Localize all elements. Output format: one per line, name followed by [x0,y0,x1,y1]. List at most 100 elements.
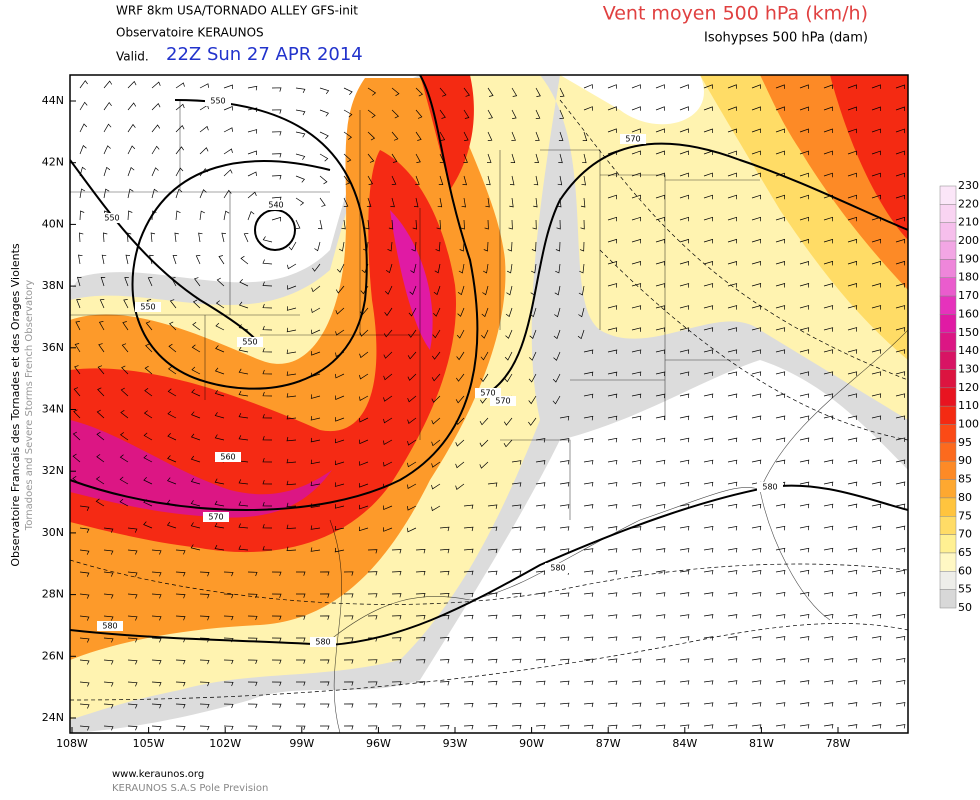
wind-barb [775,128,785,133]
wind-barb [407,461,417,468]
wind-barb [679,349,690,354]
wind-barb [823,216,833,222]
wind-barb [127,167,135,177]
wind-barb [103,659,114,665]
wind-barb [535,570,546,575]
wind-barb [895,591,906,597]
wind-barb [175,637,186,643]
wind-barb [391,593,402,598]
wind-barb [531,241,537,252]
wind-barb [167,410,177,419]
contour-label: 570 [495,397,510,406]
wind-barb [727,503,738,509]
wind-barb [703,680,714,685]
wind-barb [847,591,858,597]
wind-barb [79,80,88,89]
wind-barb [679,437,690,443]
wind-barb [583,724,594,730]
wind-barb [823,415,834,420]
wind-barb [580,219,585,230]
wind-barb [359,373,369,380]
wind-barb [823,283,834,288]
wind-barb [535,460,546,465]
wind-barb [383,505,393,511]
org-line: Observatoire KERAUNOS [116,26,264,40]
wind-barb [271,637,282,643]
wind-barb [775,172,785,178]
wind-barb [463,131,469,141]
wind-barb [607,106,617,111]
wind-barb [535,548,546,553]
wind-barb [655,636,666,641]
map-fields [70,75,908,733]
wind-barb [679,481,690,487]
colorbar-label: 80 [958,491,972,504]
wind-barb [895,635,906,641]
wind-barb [727,349,738,354]
wind-barb [359,504,369,510]
wind-barb [581,175,586,186]
wind-barb [407,483,417,489]
wind-barb [847,194,857,200]
wind-barb [775,327,786,332]
wind-barb [415,175,420,185]
wind-barb [103,571,114,577]
wind-barb [751,84,761,89]
wind-barb [631,150,641,156]
wind-barb [511,570,522,575]
wind-barb [439,703,450,708]
wind-barb [463,87,470,97]
wind-barb [190,433,201,441]
contour-label: 570 [625,135,640,144]
wind-barb [216,277,225,287]
wind-barb [607,636,618,641]
wind-barb [607,437,618,443]
wind-barb [559,636,570,641]
wind-barb [463,592,474,598]
wind-barb [799,84,809,89]
lon-label: 81W [749,737,774,750]
wind-barb [247,703,258,709]
lon-label: 108W [56,737,88,750]
wind-barb [508,219,513,230]
wind-barb [871,393,882,398]
wind-barb [122,321,129,331]
wind-barb [799,613,810,619]
wind-barb [79,101,88,111]
wind-barb [175,188,183,199]
wind-barb [214,500,225,507]
wind-barb [679,614,690,619]
wind-barb [431,461,441,468]
wind-barb [262,501,273,507]
wind-barb [535,504,546,509]
wind-barb [367,593,378,598]
wind-barb [703,238,713,244]
wind-barb [895,547,906,553]
wind-barb [311,351,321,356]
wind-barb [439,526,450,532]
wind-barb [703,283,714,288]
wind-barb [175,725,186,731]
wind-barb [871,260,881,266]
wind-barb [415,703,426,708]
wind-barb [535,482,546,487]
wind-barb [334,547,345,553]
wind-barb [751,150,761,156]
wind-barb [607,84,617,89]
colorbar-bin [939,442,957,462]
wind-barb [847,525,858,531]
wind-barb [799,591,810,597]
wind-barb [335,329,345,336]
wind-barb [367,571,378,576]
wind-barb [127,123,136,133]
wind-barb [199,615,210,621]
wind-barb [271,703,282,709]
wind-barb [751,371,762,376]
axes: 44N 42N 40N 38N 36N 34N 32N 30N 28N 26N 24N 108W 105… [42,94,851,750]
wind-barb [775,636,786,641]
wind-barb [559,482,570,487]
wind-barb [238,412,249,419]
wind-barb [655,503,666,509]
wind-barb [78,254,83,265]
